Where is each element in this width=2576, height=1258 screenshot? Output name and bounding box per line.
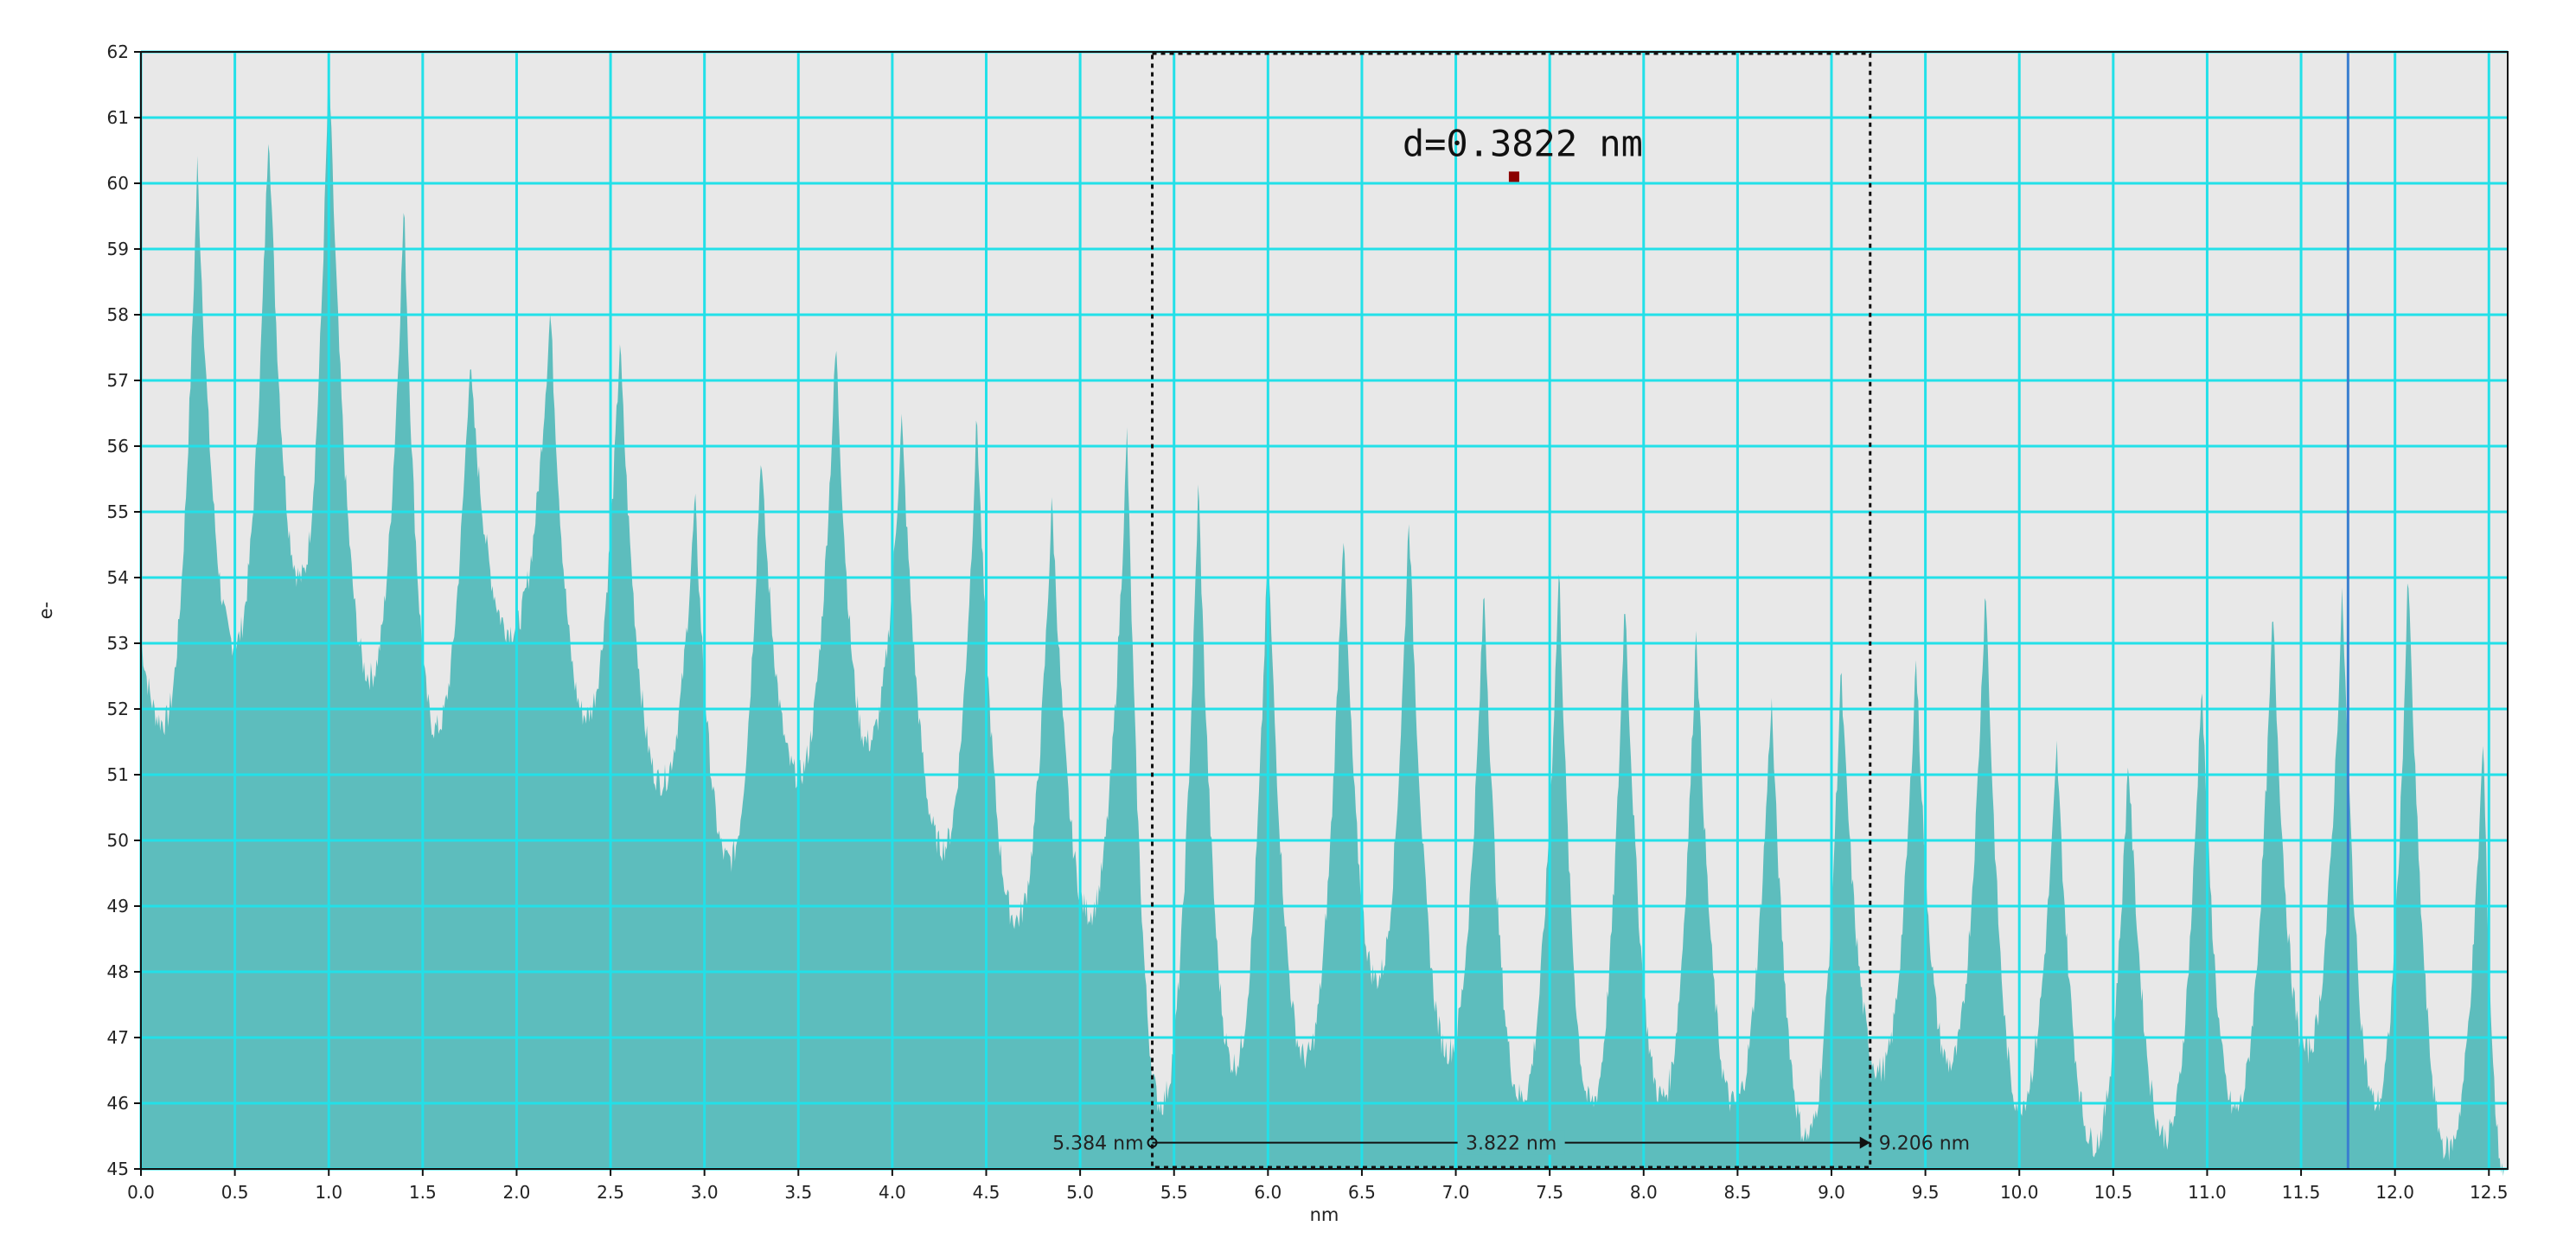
y-tick-label: 60 xyxy=(107,173,129,194)
y-tick-label: 57 xyxy=(107,370,129,391)
chart-svg: 3.822 nm 5.384 nm 9.206 nm d=0.3822 nm 0.0 0… xyxy=(31,35,2532,1229)
y-tick-label: 49 xyxy=(107,896,129,916)
x-tick-label: 3.5 xyxy=(784,1182,812,1203)
x-tick-label: 0.5 xyxy=(221,1182,249,1203)
x-tick-label: 7.5 xyxy=(1536,1182,1563,1203)
y-tick-label: 46 xyxy=(107,1093,129,1114)
y-tick-label: 61 xyxy=(107,107,129,128)
plot-frame xyxy=(140,51,2509,1170)
y-tick-label: 56 xyxy=(107,436,129,457)
y-tick-label: 48 xyxy=(107,961,129,982)
x-tick-label: 7.0 xyxy=(1442,1182,1470,1203)
measurement-start-label: 5.384 nm xyxy=(1052,1133,1143,1155)
measurement-span-label-bg xyxy=(1457,1130,1565,1155)
x-tick-label: 9.5 xyxy=(1912,1182,1940,1203)
profile-series-area xyxy=(141,65,2504,1177)
y-tick-label: 58 xyxy=(107,304,129,325)
x-tick-label: 3.0 xyxy=(691,1182,719,1203)
profile-chart: 3.822 nm 5.384 nm 9.206 nm d=0.3822 nm 0.0 0… xyxy=(31,35,2532,1229)
x-tick-label: 6.5 xyxy=(1348,1182,1376,1203)
y-tick-label: 47 xyxy=(107,1027,129,1048)
x-axis-title: nm xyxy=(1310,1204,1339,1225)
y-tick-label: 45 xyxy=(107,1159,129,1179)
x-tick-label: 12.0 xyxy=(2375,1182,2414,1203)
x-tick-label: 12.5 xyxy=(2470,1182,2509,1203)
x-tick-label: 1.0 xyxy=(315,1182,342,1203)
x-tick-label: 4.5 xyxy=(973,1182,1000,1203)
y-tick-label: 54 xyxy=(107,567,129,588)
x-tick-label: 10.0 xyxy=(2000,1182,2039,1203)
x-tick-label: 8.0 xyxy=(1630,1182,1658,1203)
x-tick-label: 1.5 xyxy=(409,1182,437,1203)
x-tick-label: 9.0 xyxy=(1818,1182,1845,1203)
x-tick-label: 4.0 xyxy=(879,1182,906,1203)
x-tick-label: 5.5 xyxy=(1160,1182,1188,1203)
x-tick-label: 2.5 xyxy=(597,1182,624,1203)
measurement-region-box xyxy=(1151,52,1872,1169)
x-tick-label: 11.5 xyxy=(2282,1182,2321,1203)
x-tick-label: 10.5 xyxy=(2094,1182,2133,1203)
y-tick-label: 55 xyxy=(107,501,129,522)
measurement-start-handle xyxy=(1147,1137,1158,1148)
y-tick-label: 51 xyxy=(107,764,129,785)
x-tick-label: 8.5 xyxy=(1723,1182,1751,1203)
measurement-end-label: 9.206 nm xyxy=(1879,1133,1970,1155)
x-tick-label: 6.0 xyxy=(1254,1182,1282,1203)
annotation-marker xyxy=(1508,171,1519,182)
x-tick-label: 2.0 xyxy=(503,1182,531,1203)
x-tick-label: 5.0 xyxy=(1066,1182,1094,1203)
measurement-span-label: 3.822 nm xyxy=(1466,1133,1556,1155)
x-tick-label: 0.0 xyxy=(127,1182,155,1203)
x-tick-label: 11.0 xyxy=(2188,1182,2227,1203)
y-tick-label: 53 xyxy=(107,633,129,654)
y-tick-label: 59 xyxy=(107,239,129,259)
annotation-label: d=0.3822 nm xyxy=(1403,122,1643,164)
measurement-end-arrow xyxy=(1859,1136,1870,1149)
y-tick-label: 62 xyxy=(107,42,129,62)
y-tick-label: 50 xyxy=(107,830,129,851)
y-tick-label: 52 xyxy=(107,699,129,719)
y-axis-title: e- xyxy=(35,602,56,620)
